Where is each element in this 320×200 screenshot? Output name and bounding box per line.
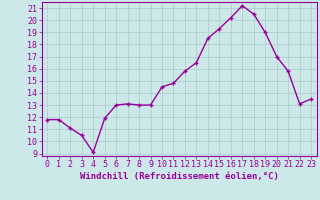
X-axis label: Windchill (Refroidissement éolien,°C): Windchill (Refroidissement éolien,°C) bbox=[80, 172, 279, 181]
